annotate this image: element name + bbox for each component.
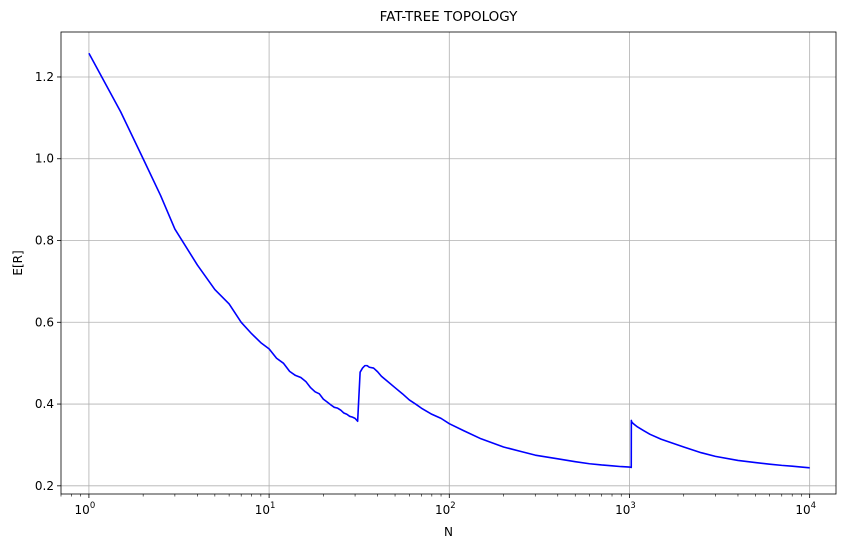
y-axis-ticks: 0.2 0.4 0.6 0.8 1.0 1.2 [35,70,61,493]
y-tick-label: 1.2 [35,70,54,84]
y-tick-label: 0.8 [35,234,54,248]
x-tick-exponent: 1 [270,501,275,511]
grid-lines [61,32,836,494]
x-tick-base: 10 [255,503,270,517]
x-tick-exponent: 3 [630,501,635,511]
plot-frame [60,31,837,495]
x-tick-base: 10 [795,503,810,517]
minor-ticks [60,494,802,497]
y-tick-label: 0.6 [35,315,54,329]
y-axis-label: E[R] [11,250,25,275]
x-tick-exponent: 4 [811,501,816,511]
x-tick-base: 10 [75,503,90,517]
x-tick-label: 103 [615,501,636,517]
series-layer [88,52,810,469]
x-tick-exponent: 0 [90,501,95,511]
x-tick-label: 102 [435,501,456,517]
x-tick-label: 104 [795,501,816,517]
series-line [88,52,810,469]
x-tick-exponent: 2 [450,501,455,511]
y-tick-label: 1.0 [35,152,54,166]
y-tick-label: 0.2 [35,479,54,493]
x-tick-base: 10 [615,503,630,517]
y-tick-label: 0.4 [35,397,54,411]
x-tick-label: 101 [255,501,276,517]
x-tick-label: 100 [75,501,96,517]
x-axis-ticks: 100 101 102 103 104 [75,494,816,517]
x-tick-base: 10 [435,503,450,517]
chart-title: FAT-TREE TOPOLOGY [380,9,518,25]
x-axis-label: N [444,525,453,539]
